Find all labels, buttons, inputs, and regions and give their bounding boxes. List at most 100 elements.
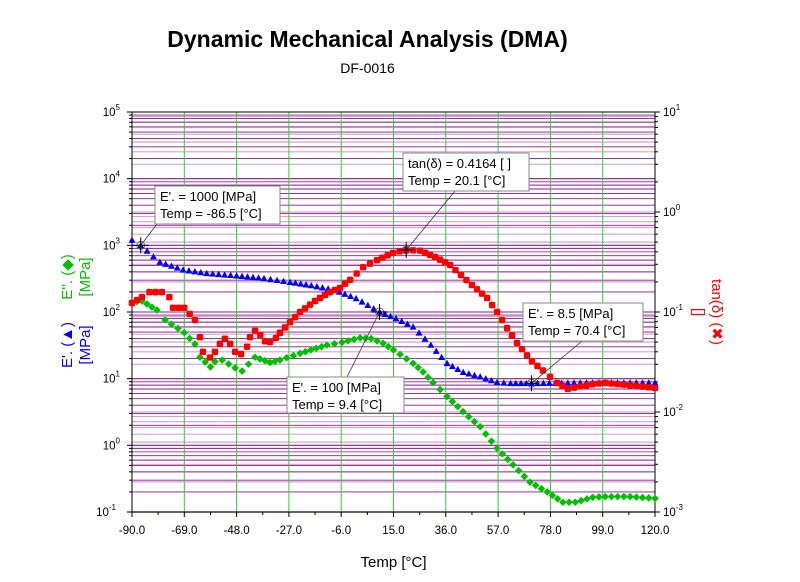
data-point-triangle <box>438 353 446 360</box>
data-point-cross <box>291 313 299 321</box>
data-point-diamond <box>459 407 467 416</box>
x-tick-label: 57.0 <box>487 525 509 537</box>
data-point-triangle <box>302 281 310 288</box>
data-point-diamond <box>282 354 291 362</box>
data-point-triangle <box>448 362 456 370</box>
data-point-cross <box>478 290 486 297</box>
data-point-diamond <box>167 320 176 328</box>
data-point-diamond <box>238 367 246 375</box>
data-point-cross <box>336 284 344 292</box>
annotation: E'. = 8.5 [MPa] Temp = 70.4 [°C] <box>522 302 644 392</box>
data-point-triangle <box>427 341 435 348</box>
data-point-diamond <box>161 316 169 324</box>
data-point-cross <box>503 324 511 332</box>
data-point-diamond <box>651 494 659 503</box>
data-point-diamond <box>402 355 411 363</box>
data-point-cross <box>301 305 309 312</box>
data-point-diamond <box>301 347 310 356</box>
data-point-cross <box>196 333 204 341</box>
data-point-triangle <box>335 288 343 295</box>
data-point-triangle <box>203 269 211 277</box>
data-point-triangle <box>387 312 395 320</box>
data-point-cross <box>251 327 259 334</box>
data-point-triangle <box>260 274 268 282</box>
data-point-cross <box>441 259 449 266</box>
data-point-cross <box>373 256 381 264</box>
data-point-cross <box>166 293 173 301</box>
data-point-triangle <box>409 323 417 330</box>
data-point-cross <box>316 294 324 302</box>
data-point-diamond <box>256 355 264 363</box>
data-point-cross <box>366 260 374 267</box>
data-point-cross <box>379 254 386 261</box>
data-point-triangle <box>392 314 400 322</box>
data-point-cross <box>651 384 659 392</box>
data-point-cross <box>488 301 496 309</box>
data-point-triangle <box>238 272 246 280</box>
annotation-line2: Temp = 20.1 [°C] <box>408 173 505 188</box>
data-point-triangle <box>280 277 288 285</box>
annotation: tan(δ) = 0.4164 [ ] Temp = 20.1 [°C] <box>398 152 530 259</box>
data-point-diamond <box>266 358 274 367</box>
data-point-diamond <box>626 492 634 501</box>
y-left-label-loss-line: E''. (◆) <box>59 254 76 300</box>
data-point-cross <box>508 332 516 339</box>
annotation-line1: E'. = 100 [MPa] <box>292 380 381 395</box>
data-point-diamond <box>153 306 161 314</box>
data-point-diamond <box>453 402 462 411</box>
y-left-label-loss-line: [MPa] <box>77 257 94 296</box>
data-point-triangle <box>415 329 423 336</box>
y-left-label-storage: E'. (▲) [MPa] <box>59 322 94 368</box>
data-point-diamond <box>143 300 151 308</box>
data-point-diamond <box>620 492 628 501</box>
data-point-diamond <box>613 492 622 501</box>
data-point-cross <box>281 324 289 331</box>
data-point-cross <box>152 288 159 296</box>
data-point-cross <box>266 338 274 346</box>
x-axis-label: Temp [°C] <box>360 554 426 571</box>
data-point-diamond <box>565 498 573 507</box>
annotation-line1: tan(δ) = 0.4164 [ ] <box>408 156 511 171</box>
data-point-triangle <box>221 271 229 278</box>
data-point-diamond <box>588 493 597 502</box>
data-point-triangle <box>500 379 508 386</box>
data-point-triangle <box>286 278 294 285</box>
data-point-diamond <box>429 378 437 387</box>
data-point-cross <box>221 335 229 342</box>
data-point-triangle <box>307 281 315 289</box>
data-point-diamond <box>289 351 298 360</box>
data-point-cross <box>639 383 646 390</box>
data-point-cross <box>175 304 182 312</box>
data-point-triangle <box>364 301 372 308</box>
data-point-diamond <box>503 455 512 464</box>
data-point-triangle <box>167 262 175 269</box>
data-point-cross <box>645 384 652 391</box>
data-point-cross <box>128 299 136 307</box>
data-point-cross <box>620 381 628 388</box>
data-point-diamond <box>174 324 182 333</box>
data-point-cross <box>211 348 219 355</box>
data-point-diamond <box>180 328 189 337</box>
data-point-diamond <box>632 493 641 501</box>
y-right-label-tan-delta: tan(δ) (✖)[] <box>690 279 725 345</box>
data-point-diamond <box>448 397 457 406</box>
data-point-cross <box>296 308 304 316</box>
data-point-triangle <box>381 310 389 317</box>
data-point-cross <box>608 380 615 387</box>
annotation-leader-line <box>405 190 456 251</box>
data-point-triangle <box>507 379 515 387</box>
annotation-box <box>154 185 281 225</box>
y-right-tick-label: 101 <box>663 103 681 119</box>
data-point-triangle <box>482 375 490 382</box>
data-point-diamond <box>531 481 540 490</box>
data-point-diamond <box>583 495 591 503</box>
data-point-cross <box>216 340 224 348</box>
data-point-triangle <box>645 379 653 386</box>
x-tick-label: -48.0 <box>223 525 249 537</box>
data-point-triangle <box>564 379 572 386</box>
data-point-diamond <box>577 496 585 505</box>
y-left-label-loss: E''. (◆) [MPa] <box>59 254 94 300</box>
data-point-diamond <box>384 342 393 351</box>
data-point-diamond <box>476 422 484 431</box>
data-point-diamond <box>312 344 321 353</box>
